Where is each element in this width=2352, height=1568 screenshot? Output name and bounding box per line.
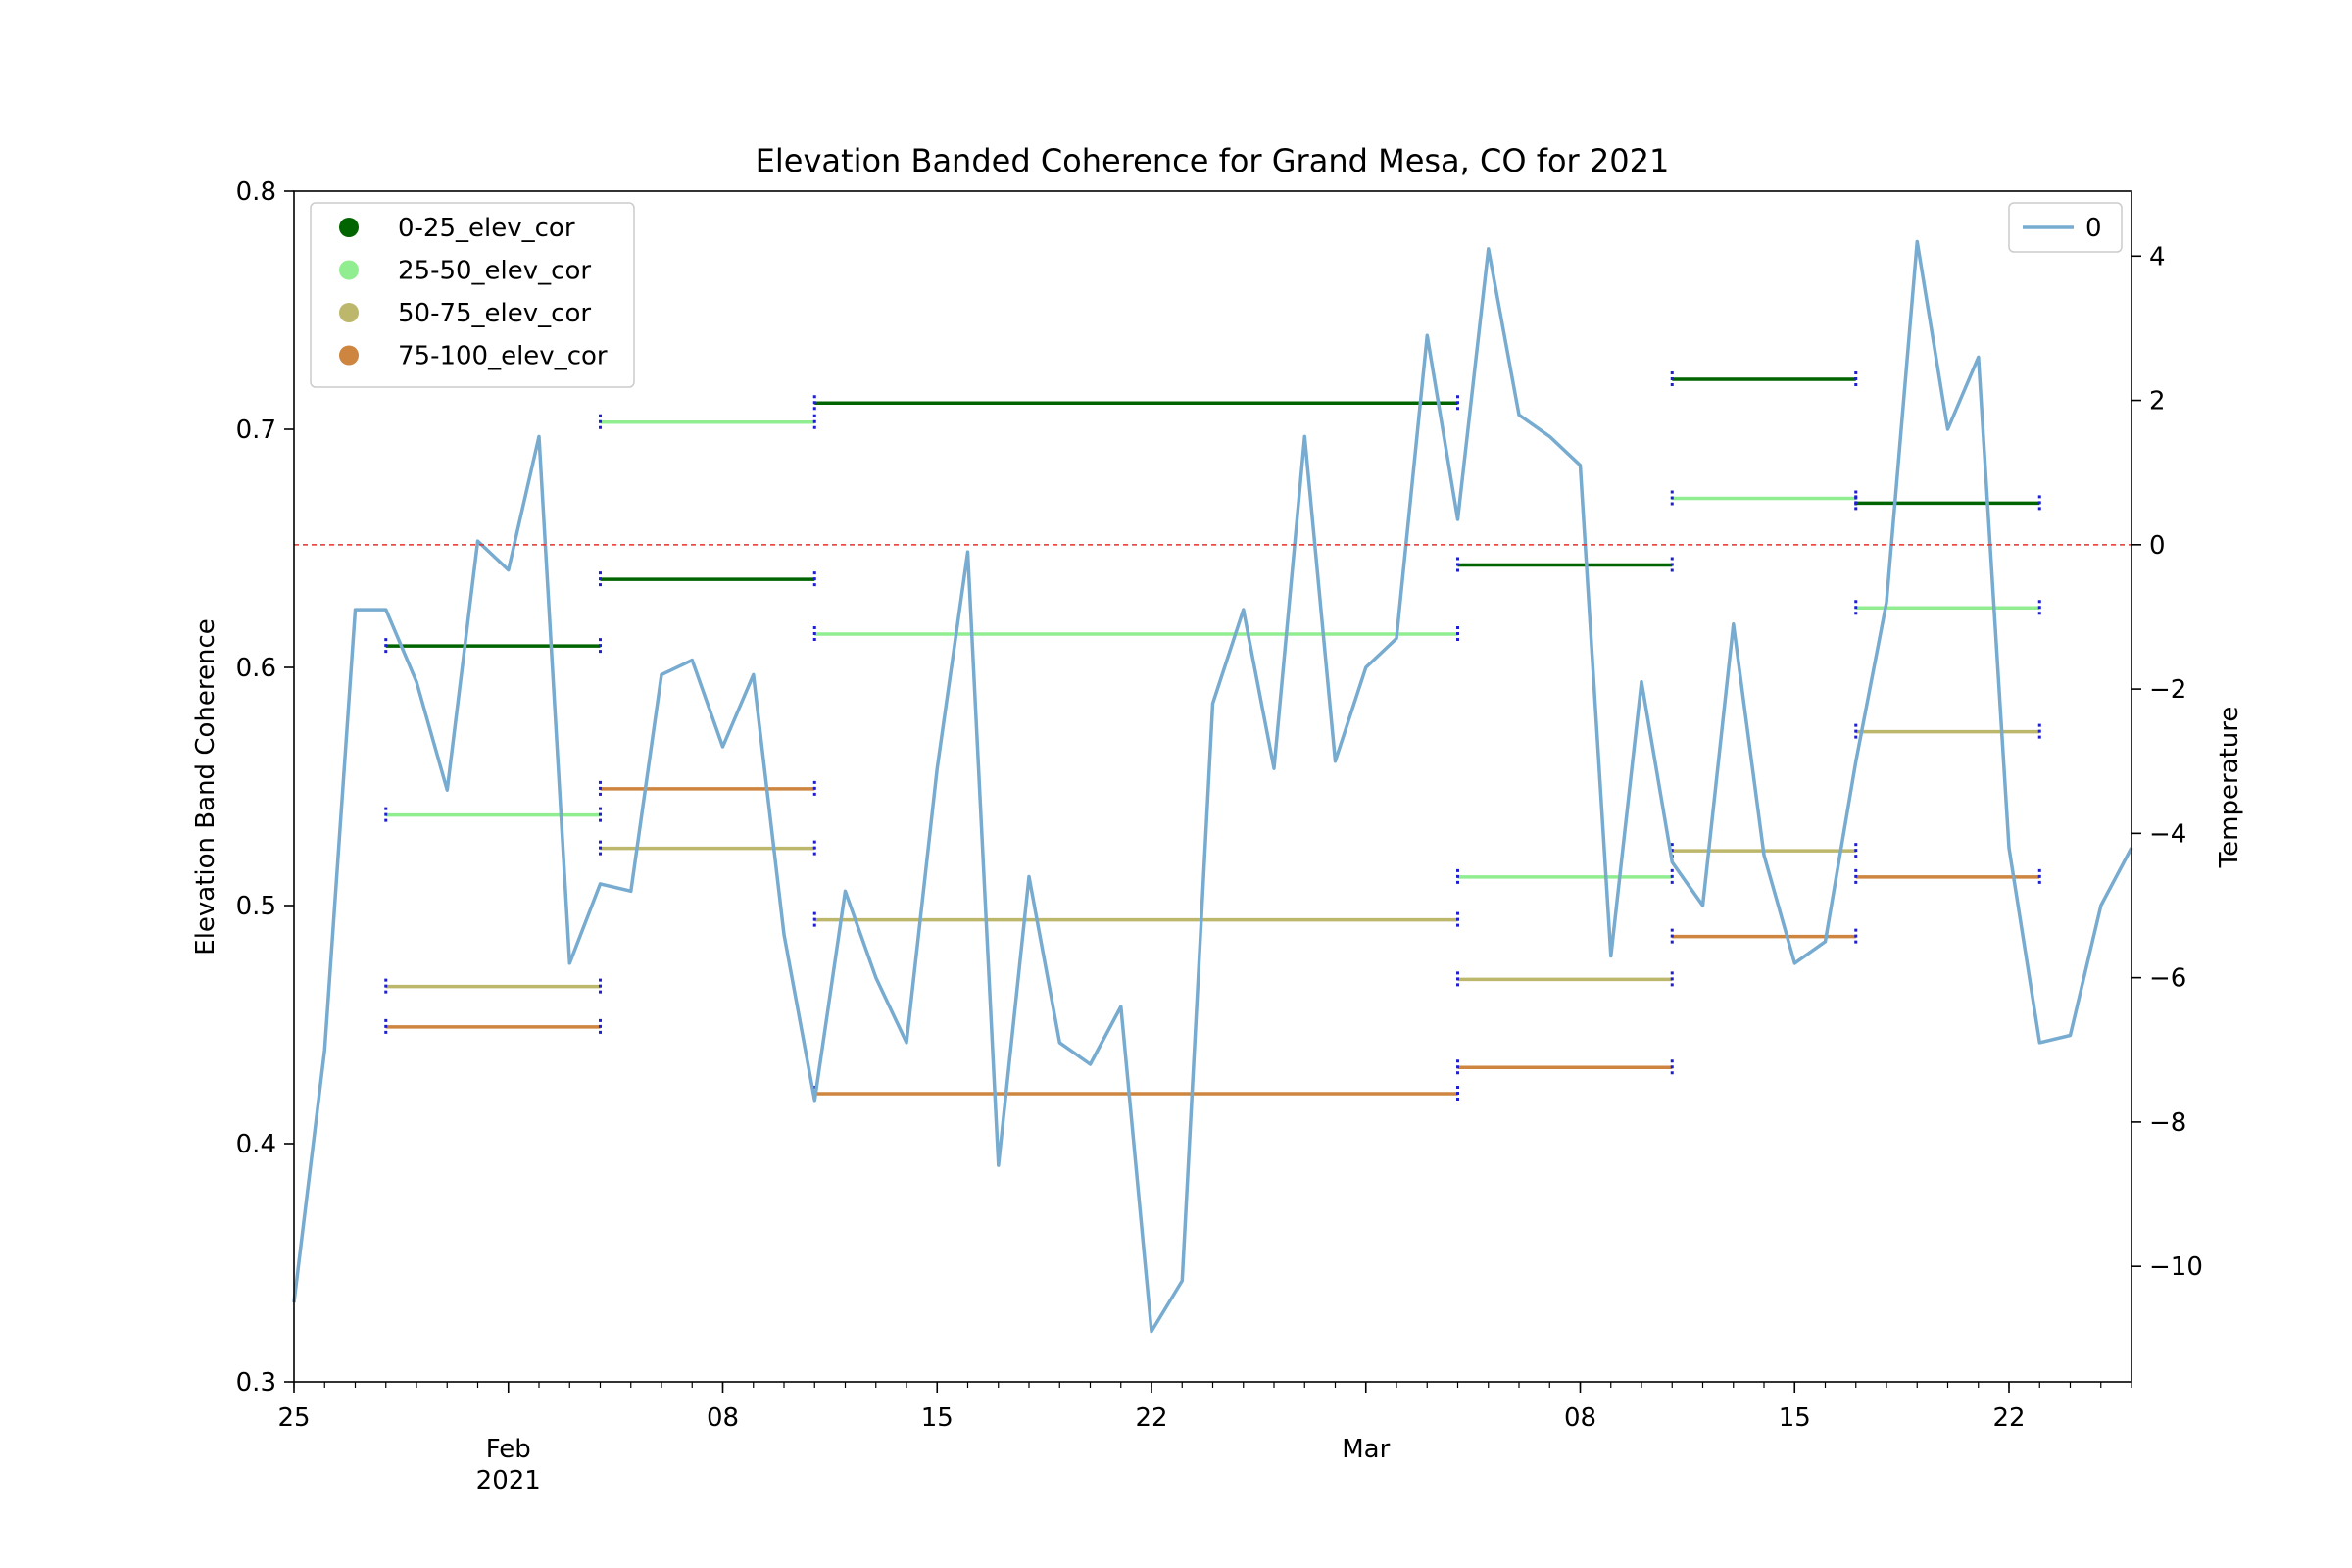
legends: 0-25_elev_cor 25-50_elev_cor 50-75_elev_co… (310, 202, 2123, 388)
y2-tick-label: −8 (2149, 1108, 2186, 1138)
legend-label: 25-50_elev_cor (398, 257, 591, 286)
y2-tick-label: 0 (2149, 531, 2166, 561)
x-tick-label: Feb (486, 1435, 531, 1464)
y2-tick-label: −10 (2149, 1252, 2203, 1282)
y2-tick-label: −2 (2149, 675, 2186, 705)
legend-marker (339, 345, 359, 366)
band-segments (384, 370, 2041, 1102)
legend-marker (339, 260, 359, 280)
legend-marker (339, 218, 359, 237)
x-tick-label: 22 (1992, 1403, 2025, 1433)
x-tick-label: 15 (1779, 1403, 1811, 1433)
x-tick-label: 2021 (476, 1466, 541, 1495)
x-tick-label: 22 (1135, 1403, 1167, 1433)
x-tick-label: 25 (277, 1403, 310, 1433)
chart-title: Elevation Banded Coherence for Grand Mes… (756, 142, 1670, 179)
legend-marker (339, 303, 359, 322)
x-tick-label: Mar (1342, 1435, 1390, 1464)
y-axis-label: Elevation Band Coherence (191, 618, 220, 955)
y2-tick-label: −6 (2149, 964, 2186, 994)
x-tick-label: 08 (707, 1403, 739, 1433)
legend-label: 0 (2085, 214, 2102, 243)
y-tick-label: 0.5 (236, 892, 276, 921)
legend-label: 0-25_elev_cor (398, 214, 575, 243)
axes: 0.3 0.4 0.5 0.6 0.7 0.8 4 2 0 −2 −4 −6 −8 −10 25 Feb202… (236, 177, 2203, 1495)
x-tick-label: 08 (1564, 1403, 1596, 1433)
band-legend-box (310, 202, 635, 388)
temperature-line (292, 239, 2133, 1334)
y2-axis-label: Temperature (2215, 707, 2244, 869)
y-tick-label: 0.8 (236, 177, 276, 207)
temperature-series (292, 239, 2133, 1334)
y-tick-label: 0.3 (236, 1368, 276, 1397)
y2-tick-label: −4 (2149, 819, 2186, 849)
legend-label: 50-75_elev_cor (398, 299, 591, 328)
x-tick-label: 15 (921, 1403, 954, 1433)
y-tick-label: 0.4 (236, 1130, 276, 1159)
y-tick-label: 0.6 (236, 654, 276, 683)
legend-label: 75-100_elev_cor (398, 342, 608, 371)
y2-tick-label: 4 (2149, 242, 2166, 271)
y2-tick-label: 2 (2149, 387, 2166, 416)
y-tick-label: 0.7 (236, 416, 276, 445)
